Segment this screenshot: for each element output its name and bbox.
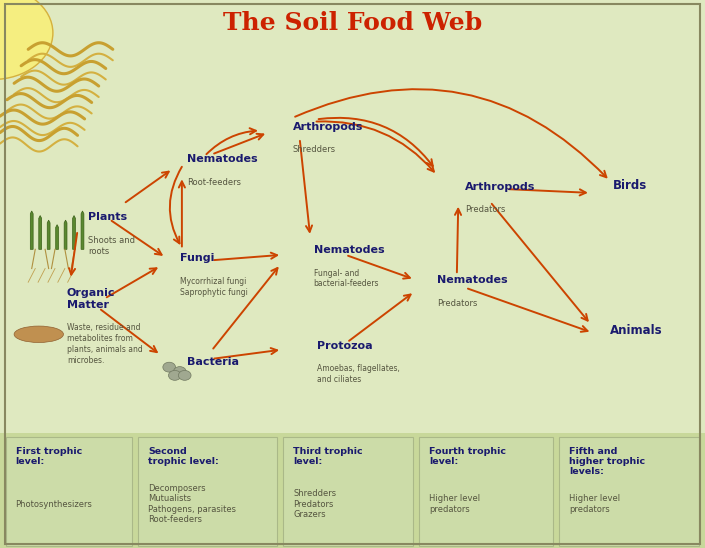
Text: Amoebas, flagellates,: Amoebas, flagellates, (317, 364, 400, 373)
Text: Arthropods: Arthropods (465, 182, 536, 192)
Text: Third trophic
level:: Third trophic level: (293, 447, 363, 466)
Text: metabolites from: metabolites from (67, 334, 133, 343)
FancyArrow shape (30, 211, 33, 249)
Text: Plants: Plants (88, 212, 127, 222)
Text: Mycorrhizal fungi: Mycorrhizal fungi (180, 277, 246, 286)
Text: Shredders: Shredders (293, 145, 336, 154)
FancyBboxPatch shape (283, 437, 413, 546)
Text: The Soil Food Web: The Soil Food Web (223, 11, 482, 35)
Text: Bacteria: Bacteria (187, 357, 239, 367)
Text: Fungal- and: Fungal- and (314, 269, 359, 277)
Text: Birds: Birds (613, 179, 648, 192)
Text: Predators: Predators (465, 206, 505, 214)
FancyArrow shape (47, 220, 50, 249)
FancyBboxPatch shape (559, 437, 699, 546)
FancyBboxPatch shape (138, 437, 277, 546)
Circle shape (168, 370, 181, 380)
Text: Second
trophic level:: Second trophic level: (148, 447, 219, 466)
FancyArrow shape (73, 215, 75, 249)
Text: Nematodes: Nematodes (314, 245, 384, 255)
Text: Photosynthesizers: Photosynthesizers (16, 500, 92, 509)
Text: Root-feeders: Root-feeders (187, 178, 241, 187)
Circle shape (173, 367, 186, 376)
Text: First trophic
level:: First trophic level: (16, 447, 82, 466)
Text: Saprophytic fungi: Saprophytic fungi (180, 288, 247, 296)
FancyBboxPatch shape (419, 437, 553, 546)
Circle shape (163, 362, 176, 372)
Text: Shoots and: Shoots and (88, 236, 135, 244)
Text: Predators: Predators (437, 299, 477, 307)
Text: Decomposers
Mutualists
Pathogens, parasites
Root-feeders: Decomposers Mutualists Pathogens, parasi… (148, 484, 236, 524)
FancyArrow shape (81, 211, 84, 249)
Text: Organic
Matter: Organic Matter (67, 288, 116, 310)
Text: Fourth trophic
level:: Fourth trophic level: (429, 447, 506, 466)
FancyArrow shape (39, 215, 42, 249)
Text: Fungi: Fungi (180, 253, 214, 263)
Bar (0, 0, 705, 433)
Text: Fifth and
higher trophic
levels:: Fifth and higher trophic levels: (569, 447, 645, 476)
Circle shape (0, 0, 53, 79)
Circle shape (178, 370, 191, 380)
Text: roots: roots (88, 247, 109, 255)
Text: Shredders
Predators
Grazers: Shredders Predators Grazers (293, 489, 336, 519)
Bar (0, 433, 705, 548)
FancyArrow shape (56, 225, 59, 249)
Text: Nematodes: Nematodes (187, 155, 257, 164)
Text: bacterial-feeders: bacterial-feeders (314, 279, 379, 288)
Text: and ciliates: and ciliates (317, 375, 362, 384)
Text: microbes.: microbes. (67, 356, 104, 365)
Text: Higher level
predators: Higher level predators (429, 494, 481, 514)
Text: Higher level
predators: Higher level predators (569, 494, 620, 514)
Text: Animals: Animals (610, 324, 663, 337)
Text: Arthropods: Arthropods (293, 122, 363, 132)
FancyArrow shape (64, 220, 67, 249)
Text: Nematodes: Nematodes (437, 275, 508, 285)
Text: plants, animals and: plants, animals and (67, 345, 142, 354)
Text: Protozoa: Protozoa (317, 341, 373, 351)
Text: Waste, residue and: Waste, residue and (67, 323, 140, 332)
Ellipse shape (14, 326, 63, 342)
FancyBboxPatch shape (6, 437, 132, 546)
